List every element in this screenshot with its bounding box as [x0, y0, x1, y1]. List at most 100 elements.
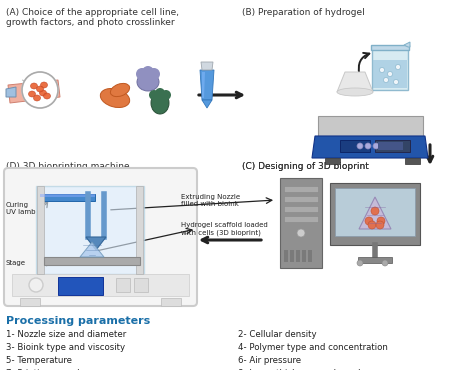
Polygon shape [200, 70, 214, 100]
Polygon shape [373, 60, 407, 88]
Polygon shape [202, 100, 212, 108]
Circle shape [142, 66, 154, 78]
Bar [40, 194, 95, 197]
Circle shape [152, 94, 162, 104]
Polygon shape [359, 197, 391, 229]
Bar [284, 206, 318, 212]
Bar [284, 196, 318, 202]
Circle shape [365, 217, 373, 225]
Text: (D) 3D bioprinting machine: (D) 3D bioprinting machine [6, 162, 129, 171]
Bar [340, 140, 370, 152]
Circle shape [297, 229, 305, 237]
Bar [280, 178, 322, 268]
Circle shape [22, 72, 58, 108]
Circle shape [357, 260, 363, 266]
Polygon shape [6, 87, 16, 97]
FancyBboxPatch shape [4, 168, 197, 306]
Bar [302, 250, 306, 262]
Text: 7- Printing speed: 7- Printing speed [6, 369, 80, 370]
Circle shape [377, 217, 385, 225]
Text: (B) Preparation of hydrogel: (B) Preparation of hydrogel [242, 8, 365, 17]
Circle shape [388, 71, 392, 77]
Bar [378, 142, 403, 150]
Bar [296, 250, 300, 262]
Text: Processing parameters: Processing parameters [6, 316, 150, 326]
Text: Stage: Stage [6, 260, 26, 266]
Text: 6- Air pressure: 6- Air pressure [238, 356, 301, 365]
Circle shape [382, 260, 388, 266]
Ellipse shape [39, 90, 46, 96]
Ellipse shape [30, 83, 37, 89]
Polygon shape [86, 237, 106, 250]
Text: (C) Designing of 3D bioprint: (C) Designing of 3D bioprint [242, 162, 369, 171]
Ellipse shape [110, 83, 129, 97]
Ellipse shape [36, 86, 44, 92]
Circle shape [148, 68, 160, 80]
Polygon shape [202, 72, 205, 98]
Bar [330, 183, 420, 245]
Polygon shape [8, 80, 60, 103]
Text: 4- Polymer type and concentration: 4- Polymer type and concentration [238, 343, 388, 352]
Circle shape [371, 207, 379, 215]
Bar [44, 257, 140, 265]
Text: 3- Bioink type and viscosity: 3- Bioink type and viscosity [6, 343, 125, 352]
Ellipse shape [100, 88, 130, 108]
Circle shape [395, 64, 401, 70]
Circle shape [368, 221, 376, 229]
Bar [284, 216, 318, 222]
Ellipse shape [151, 92, 169, 114]
Ellipse shape [34, 95, 40, 101]
Bar [134, 278, 148, 292]
Bar [37, 186, 44, 274]
Polygon shape [372, 47, 408, 90]
Bar [375, 140, 410, 152]
Bar [284, 186, 318, 192]
Ellipse shape [137, 73, 159, 91]
Text: 2- Cellular density: 2- Cellular density [238, 330, 317, 339]
Bar [40, 194, 95, 201]
Ellipse shape [40, 82, 47, 88]
Bar [325, 158, 340, 164]
Text: (C) Designing of 3D bioprint: (C) Designing of 3D bioprint [242, 162, 369, 171]
Bar [136, 186, 143, 274]
Circle shape [136, 68, 148, 80]
Circle shape [393, 80, 399, 84]
Polygon shape [404, 42, 410, 47]
Circle shape [383, 77, 389, 83]
Ellipse shape [44, 93, 51, 99]
Polygon shape [337, 72, 373, 92]
Circle shape [29, 278, 43, 292]
Text: Extruding Nozzle
filled with bioink: Extruding Nozzle filled with bioink [181, 194, 240, 207]
Ellipse shape [337, 88, 373, 96]
Bar [20, 298, 40, 306]
Circle shape [161, 90, 171, 100]
Polygon shape [312, 136, 428, 158]
Bar [284, 250, 288, 262]
Circle shape [357, 143, 363, 149]
Bar [36, 186, 144, 274]
Circle shape [365, 143, 371, 149]
Bar [116, 278, 130, 292]
Bar [335, 188, 415, 236]
Polygon shape [80, 242, 104, 257]
Circle shape [155, 88, 165, 98]
Text: Curing
UV lamb: Curing UV lamb [6, 202, 36, 215]
Ellipse shape [28, 91, 36, 97]
Text: Hydrogel scaffold loaded
with cells (3D bioprint): Hydrogel scaffold loaded with cells (3D … [181, 222, 268, 235]
Bar [161, 298, 181, 306]
Bar [405, 158, 420, 164]
Bar [308, 250, 312, 262]
Bar [12, 274, 189, 296]
Circle shape [373, 143, 379, 149]
Bar [290, 250, 294, 262]
Polygon shape [201, 62, 213, 70]
Bar [358, 257, 392, 263]
Text: (A) Choice of the appropriate cell line,
growth factors, and photo crosslinker: (A) Choice of the appropriate cell line,… [6, 8, 179, 27]
Circle shape [376, 221, 384, 229]
Text: 5- Temperature: 5- Temperature [6, 356, 72, 365]
Circle shape [380, 67, 384, 73]
Text: 8- Layer thickness and number: 8- Layer thickness and number [238, 369, 373, 370]
Bar [318, 116, 423, 136]
Bar [58, 277, 103, 295]
Text: 1- Nozzle size and diameter: 1- Nozzle size and diameter [6, 330, 126, 339]
